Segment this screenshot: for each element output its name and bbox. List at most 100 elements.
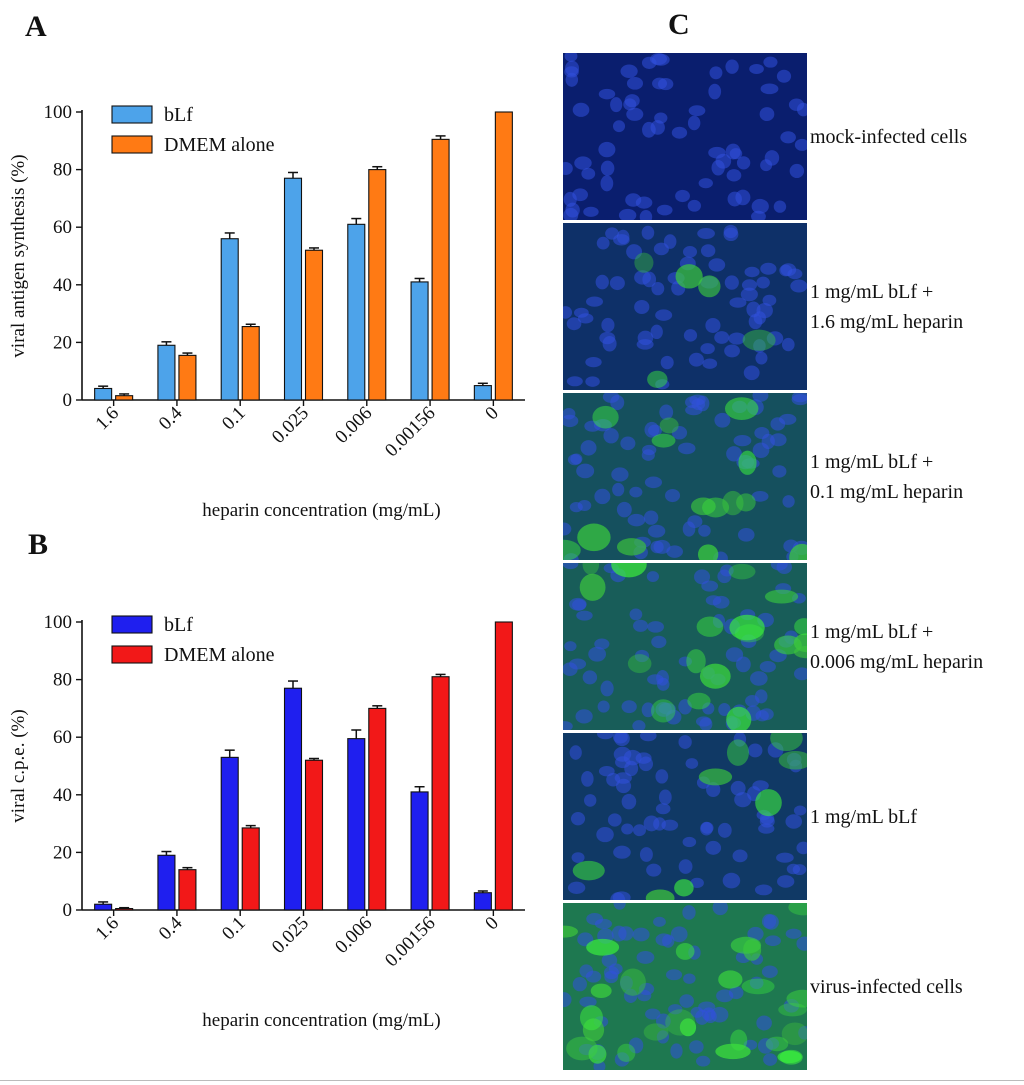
nucleus bbox=[593, 419, 612, 432]
infected-cell bbox=[674, 879, 694, 897]
nucleus bbox=[757, 1038, 774, 1054]
nucleus bbox=[626, 244, 643, 260]
x-tick-label: 0.025 bbox=[268, 403, 313, 448]
nucleus bbox=[671, 126, 688, 139]
nucleus bbox=[570, 453, 583, 465]
nucleus bbox=[776, 852, 794, 863]
y-axis-label: viral c.p.e. (%) bbox=[8, 709, 29, 822]
nucleus bbox=[641, 449, 655, 461]
infected-cell bbox=[647, 370, 668, 388]
infected-cell bbox=[722, 490, 744, 516]
nucleus bbox=[569, 597, 587, 611]
nucleus bbox=[708, 258, 726, 272]
nucleus bbox=[668, 1004, 683, 1015]
nucleus bbox=[563, 721, 573, 730]
nucleus bbox=[708, 83, 722, 100]
nucleus bbox=[651, 281, 665, 296]
nucleus bbox=[616, 501, 632, 518]
nucleus bbox=[650, 324, 663, 340]
bar-blf-0.1 bbox=[220, 756, 239, 911]
micrograph-image bbox=[563, 53, 807, 220]
micrograph-label-line: 1.6 mg/mL heparin bbox=[810, 311, 964, 333]
micrograph-label-line: 1 mg/mL bLf bbox=[810, 806, 918, 828]
nucleus bbox=[679, 994, 694, 1008]
infected-cell bbox=[778, 751, 807, 770]
nucleus bbox=[736, 156, 751, 170]
bar-dmem-0.00156 bbox=[431, 138, 450, 401]
infected-cell bbox=[793, 645, 807, 659]
bar-blf-1.6 bbox=[94, 387, 113, 401]
nucleus bbox=[634, 270, 651, 285]
nucleus bbox=[712, 595, 730, 609]
nucleus bbox=[613, 903, 626, 910]
nucleus bbox=[580, 440, 597, 456]
nucleus bbox=[624, 988, 638, 1004]
nucleus bbox=[706, 782, 721, 798]
bar-dmem-0.1 bbox=[241, 326, 260, 401]
micrograph-cells bbox=[563, 393, 807, 560]
micrograph-label: 1 mg/mL bLf + 0.1 mg/mL heparin bbox=[810, 447, 963, 507]
nucleus bbox=[665, 488, 681, 503]
nucleus bbox=[678, 859, 693, 874]
nucleus bbox=[657, 78, 674, 91]
nucleus bbox=[597, 700, 610, 713]
infected-cell bbox=[786, 989, 807, 1008]
infected-cell bbox=[651, 699, 676, 723]
nucleus bbox=[563, 306, 573, 319]
panel-label-a: A bbox=[25, 10, 47, 43]
micrograph-panel bbox=[563, 53, 807, 1073]
nucleus bbox=[663, 234, 677, 249]
micrograph-image bbox=[563, 733, 807, 900]
infected-cell bbox=[696, 616, 724, 637]
nucleus bbox=[611, 467, 629, 482]
nucleus bbox=[709, 66, 723, 80]
bar-dmem-0.4 bbox=[178, 354, 197, 401]
nucleus bbox=[588, 646, 607, 662]
infected-cell bbox=[699, 663, 731, 689]
nucleus bbox=[600, 175, 614, 192]
micrograph-label-line: virus-infected cells bbox=[810, 976, 963, 998]
infected-cell bbox=[738, 450, 757, 475]
nucleus bbox=[704, 1009, 717, 1024]
nucleus bbox=[635, 196, 653, 209]
nucleus bbox=[751, 210, 766, 220]
nucleus bbox=[688, 352, 704, 367]
micrograph-label-line: 1 mg/mL bLf + bbox=[810, 621, 934, 643]
nucleus bbox=[659, 404, 674, 420]
legend-label-dmem: DMEM alone bbox=[164, 644, 275, 666]
nucleus bbox=[749, 976, 764, 990]
nucleus bbox=[658, 789, 672, 805]
nucleus bbox=[563, 992, 572, 1008]
nucleus bbox=[743, 365, 760, 381]
infected-cell bbox=[588, 1044, 607, 1064]
nucleus bbox=[569, 658, 587, 670]
nucleus bbox=[698, 178, 713, 189]
bar-blf-0.025 bbox=[283, 177, 303, 401]
bar-blf-0.00156 bbox=[410, 281, 429, 401]
nucleus bbox=[646, 863, 662, 877]
nucleus bbox=[690, 877, 704, 888]
nucleus bbox=[729, 297, 747, 308]
y-tick-label: 20 bbox=[53, 332, 72, 353]
nucleus bbox=[563, 408, 576, 420]
legend-swatch-dmem bbox=[111, 645, 153, 664]
nucleus bbox=[596, 827, 614, 843]
nucleus bbox=[660, 355, 674, 370]
nucleus bbox=[636, 339, 654, 350]
nucleus bbox=[649, 53, 667, 65]
nucleus bbox=[565, 60, 580, 76]
nucleus bbox=[700, 244, 716, 258]
infected-cell bbox=[651, 433, 676, 448]
nucleus bbox=[581, 770, 594, 787]
nucleus bbox=[579, 996, 597, 1008]
micrograph-label: 1 mg/mL bLf + 0.006 mg/mL heparin bbox=[810, 617, 983, 677]
nucleus bbox=[594, 638, 610, 650]
nucleus bbox=[644, 476, 663, 489]
nucleus bbox=[760, 83, 779, 95]
nucleus bbox=[655, 933, 672, 946]
nucleus bbox=[754, 884, 773, 896]
infected-cell bbox=[765, 1036, 789, 1052]
infected-cell bbox=[687, 692, 711, 710]
infected-cell bbox=[702, 497, 730, 518]
nucleus bbox=[759, 107, 775, 122]
